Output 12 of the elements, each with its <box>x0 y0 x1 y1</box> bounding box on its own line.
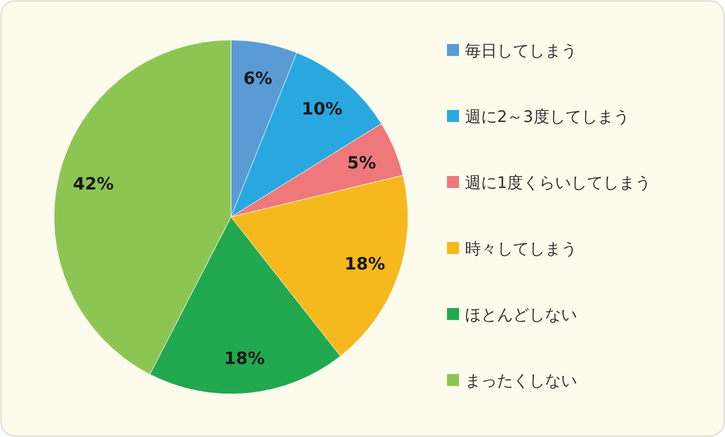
data-label: 10% <box>302 100 342 120</box>
data-label: 18% <box>344 254 386 274</box>
data-label: 6% <box>243 68 272 89</box>
legend-label: まったくしない <box>465 371 577 390</box>
data-label: 18% <box>224 348 265 369</box>
legend-label: 時々してしまう <box>465 239 577 258</box>
data-label: 42% <box>73 174 114 195</box>
legend-label: 週に2～3度してしまう <box>465 107 630 126</box>
legend-label: 週に1度くらいしてしまう <box>465 173 652 192</box>
legend-label: ほとんどしない <box>465 305 577 324</box>
data-label: 5% <box>347 153 376 174</box>
legend-label: 毎日してしまう <box>465 41 577 60</box>
